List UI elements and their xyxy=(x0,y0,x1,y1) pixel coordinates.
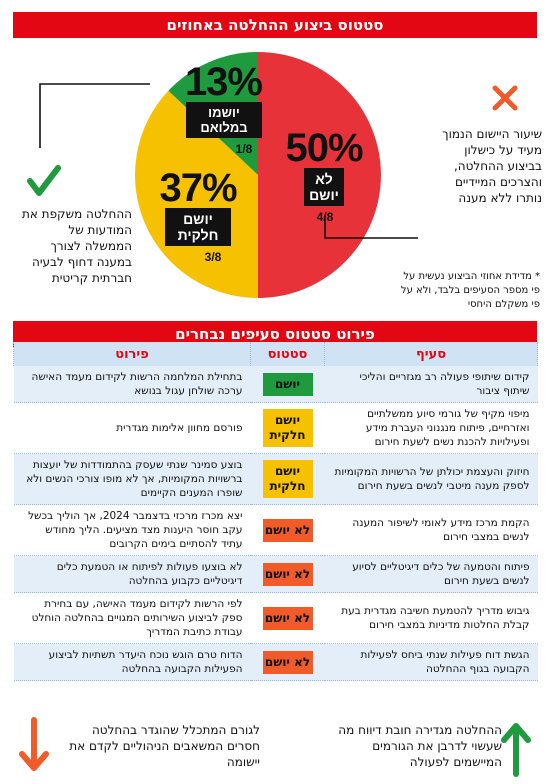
table-row: פיתוח והטמעה של כלים דיגיטליים לסיוע לנש… xyxy=(13,555,538,593)
connector-right xyxy=(324,215,418,239)
status-badge: לא יושם xyxy=(262,606,313,630)
cell-status: לא יושם xyxy=(250,555,325,593)
table-header-row: סעיף סטטוס פירוט xyxy=(13,342,538,366)
table-row: הקמת מרכז מידע לאומי לשיפור המענה לנשים … xyxy=(13,504,538,556)
cell-clause: גיבוש מדריך להטמעת חשיבה מגדרית בעת קבלת… xyxy=(324,592,538,644)
cell-clause: הגשת דוח פעילות שנתי ביחס לפעילות הקבועה… xyxy=(324,643,538,681)
connector-left xyxy=(39,83,150,148)
footer-icons xyxy=(19,717,531,777)
status-badge: יושם חלקית xyxy=(262,460,313,498)
pie-slice-partial xyxy=(135,90,258,298)
table-row: גיבוש מדריך להטמעת חשיבה מגדרית בעת קבלת… xyxy=(13,592,538,644)
slice-label-yellow: 37% יושם חלקית 3/8 xyxy=(158,168,238,264)
status-badge: לא יושם xyxy=(262,650,313,674)
arrow-up-icon xyxy=(501,723,531,777)
cell-details: בתחילת המלחמה הרשות לקידום מעמד האישה ער… xyxy=(13,366,251,403)
status-badge: לא יושם xyxy=(262,562,313,586)
cell-details: יצא מכרז מרכזי בדצמבר 2024, אך הוליך בכש… xyxy=(13,504,251,556)
slice-frac-green: 1/8 xyxy=(235,142,253,156)
header-clause: סעיף xyxy=(324,342,538,366)
arrow-down-icon xyxy=(19,717,49,771)
check-icon xyxy=(27,165,61,196)
cell-status: יושם חלקית xyxy=(250,402,325,454)
status-badge: יושם חלקית xyxy=(262,409,313,447)
table-row: הגשת דוח פעילות שנתי ביחס לפעילות הקבועה… xyxy=(13,643,538,681)
cell-status: לא יושם xyxy=(250,643,325,681)
table-row: קידום שיתופי פעולה רב מגזריים והליכי שית… xyxy=(13,366,538,403)
slice-pct-green: 13% xyxy=(184,60,263,104)
slice-frac-yellow: 3/8 xyxy=(204,250,222,264)
footnote: * מדידת אחוזי הביצוע נעשית על פי מספר הס… xyxy=(400,271,540,310)
header-details: פירוט xyxy=(13,342,251,366)
cell-clause: חיזוק והעצמת יכולתן של הרשויות המקומיות … xyxy=(324,453,538,505)
slice-status-green: יושמו במלואם xyxy=(186,102,262,138)
note-government-awareness: ההחלטה משקפת את המודעות של הממשלה לצורך … xyxy=(21,207,132,285)
note-low-implementation: שיעור היישום הנמוך מעיד על כישלון בביצוע… xyxy=(442,127,542,205)
footer-note-resources: לגורם המתכלל שהוגדר בהחלטה חסרים המשאבים… xyxy=(69,723,260,769)
slice-frac-red: 4/8 xyxy=(316,210,334,224)
cell-clause: מיפוי מקיף של גורמי סיוע ממשלתיים ואזרחי… xyxy=(324,402,538,454)
section-title-percent: סטטוס ביצוע ההחלטה באחוזים xyxy=(13,12,537,38)
cell-details: פורסם מחוון אלימות מגדרית xyxy=(13,402,251,454)
slice-status-red: לא יושם xyxy=(304,168,344,206)
table-row: חיזוק והעצמת יכולתן של הרשויות המקומיות … xyxy=(13,453,538,505)
cell-details: לפי הרשות לקידום מעמד האישה, עם בחירת ספ… xyxy=(13,592,251,644)
cell-details: הדוח טרם הוגש נוכח היעדר תשתיות לביצוע ה… xyxy=(13,643,251,681)
status-pie-chart xyxy=(27,52,518,298)
slice-pct-yellow: 37% xyxy=(159,166,237,210)
cell-status: לא יושם xyxy=(250,592,325,644)
slice-label-red: 50% לא יושם 4/8 xyxy=(284,128,364,224)
x-icon xyxy=(492,85,518,111)
cell-status: יושם xyxy=(250,366,325,403)
footer-note-reporting: ההחלטה מגדירה חובת דיווח מה שעשוי לדרבן … xyxy=(338,723,502,769)
cell-status: יושם חלקית xyxy=(250,453,325,505)
cell-clause: פיתוח והטמעה של כלים דיגיטליים לסיוע לנש… xyxy=(324,555,538,593)
cell-clause: הקמת מרכז מידע לאומי לשיפור המענה לנשים … xyxy=(324,504,538,556)
clauses-status-table: סעיף סטטוס פירוט קידום שיתופי פעולה רב מ… xyxy=(13,342,538,681)
slice-status-yellow: יושם חלקית xyxy=(165,208,231,246)
status-badge: לא יושם xyxy=(262,518,313,542)
slice-pct-red: 50% xyxy=(285,126,363,170)
cell-clause: קידום שיתופי פעולה רב מגזריים והליכי שית… xyxy=(324,366,538,403)
slice-label-green: 13% יושמו במלואם 1/8 xyxy=(184,60,263,156)
cell-details: לא בוצעו פעולות לפיתוח או הטמעת כלים דיג… xyxy=(13,555,251,593)
table-row: מיפוי מקיף של גורמי סיוע ממשלתיים ואזרחי… xyxy=(13,402,538,454)
header-status: סטטוס xyxy=(250,342,325,366)
cell-status: לא יושם xyxy=(250,504,325,556)
status-badge: יושם xyxy=(262,372,313,396)
cell-details: בוצע סמינר שנתי שעסק בהתמודדות של יועצות… xyxy=(13,453,251,505)
